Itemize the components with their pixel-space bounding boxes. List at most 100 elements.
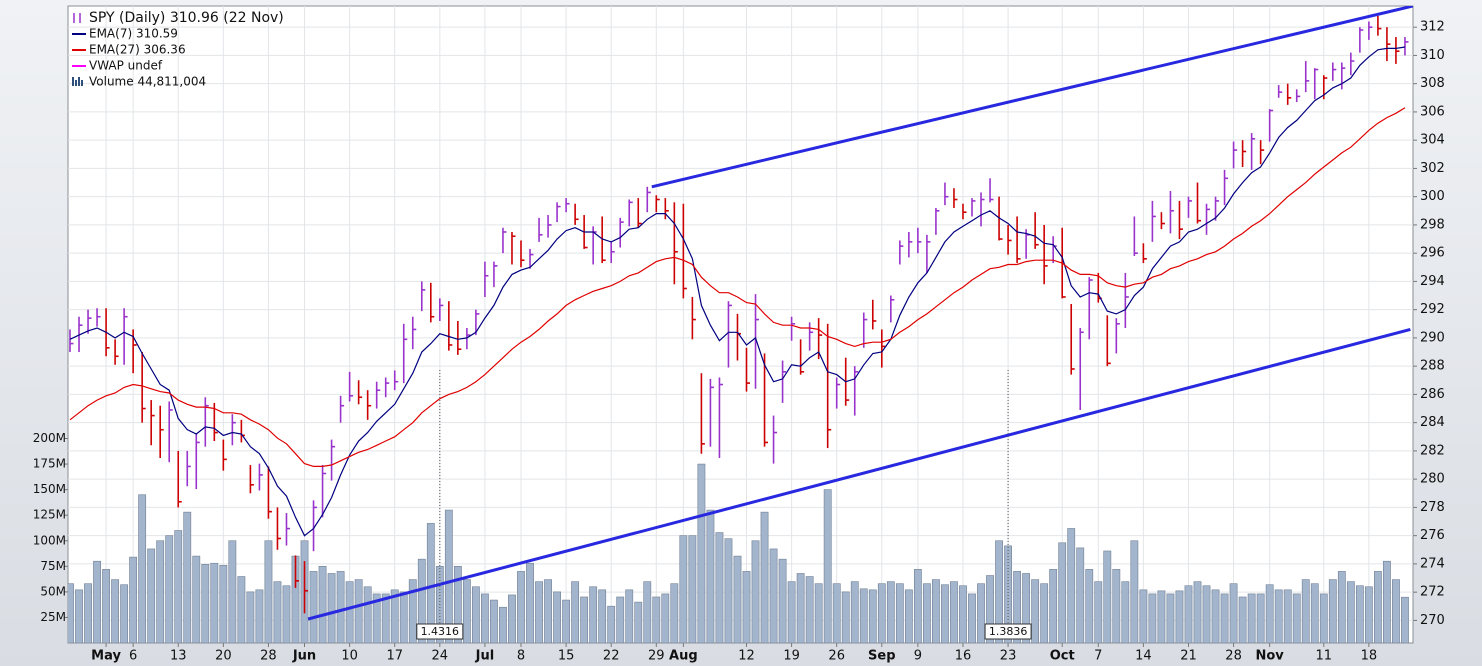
volume-bar [787,581,796,643]
legend-label: SPY (Daily) 310.96 (22 Nov) [89,10,284,26]
volume-bar [1175,590,1184,643]
volume-bar [471,586,480,643]
x-tick-label: 7 [1094,649,1102,664]
overlay-layer: 1.4316 1.3836 [307,6,1413,640]
volume-layer [68,463,1409,643]
volume-bar [968,593,976,643]
trend-line [651,6,1413,189]
volume-bar [417,558,426,643]
volume-bar [390,589,399,643]
volume-bar [796,573,805,643]
volume-bar [1031,579,1040,643]
volume-bar [769,548,778,643]
volume-bar [841,591,850,643]
volume-bar [895,583,904,643]
volume-bar [950,581,958,643]
volume-bar [138,494,147,643]
volume-bar [859,588,868,643]
legend-label: Volume 44,811,004 [89,75,206,89]
volume-bar [426,523,435,643]
x-tick-label: 28 [260,649,277,664]
x-tick-label: Nov [1256,649,1285,664]
x-tick-label: 29 [648,649,665,664]
volume-bar [183,511,192,643]
x-tick-label: 18 [1361,649,1378,664]
volume-bar [1166,593,1175,643]
y-tick-label: 274 [1420,556,1445,571]
volume-bar [544,579,552,643]
y2-tick-label: 50M [40,584,66,598]
volume-bar [1247,593,1256,643]
volume-bar [1103,550,1112,643]
volume-bar [625,589,634,643]
volume-bar [102,569,110,643]
x-tick-label: 13 [170,649,187,664]
y-tick-label: 290 [1420,330,1445,345]
volume-bar [1121,581,1130,643]
y-tick-label: 306 [1420,104,1445,119]
volume-bar [995,540,1003,643]
volume-bar [1301,579,1310,643]
volume-bar [120,584,129,643]
legend-label: VWAP undef [89,59,163,73]
volume-bar [886,581,895,643]
volume-bar [688,535,697,643]
volume-bar [733,555,742,643]
volume-bar [1067,528,1076,643]
volume-bar [228,540,237,643]
y2-tick-label: 125M [33,508,66,522]
volume-bar [706,509,715,643]
volume-bar [823,489,832,643]
volume-bar [453,566,462,643]
volume-bar [354,579,363,643]
volume-bar [517,571,525,643]
volume-bar [1040,583,1049,643]
volume-bar [904,589,913,643]
volume-bar [1094,581,1103,643]
y2-tick-label: 75M [40,559,66,573]
marker-label: 1.3836 [989,625,1028,638]
volume-bar [255,589,264,643]
x-tick-label: 20 [215,649,232,664]
volume-bar [210,562,219,643]
volume-bar [399,591,408,643]
y-tick-label: 296 [1420,246,1445,261]
volume-bar [219,564,228,643]
x-tick-label: 22 [603,649,620,664]
volume-bar [1310,583,1319,643]
x-tick-label: 10 [341,649,358,664]
x-tick-label: 28 [1225,649,1242,664]
volume-bar [68,583,74,643]
volume-bar [336,571,345,643]
volume-bar [318,566,327,643]
volume-bar [1013,571,1021,643]
volume-bar [1211,589,1220,643]
x-tick-label: Sep [868,649,896,664]
y-tick-label: 308 [1420,76,1445,91]
volume-bar [1220,593,1229,643]
volume-bar [1355,585,1364,643]
volume-bar [1283,589,1292,643]
x-tick-label: 15 [558,649,575,664]
volume-bar [1022,573,1031,643]
marker-box [984,623,1032,640]
volume-bar [246,591,255,643]
volume-bar [1004,545,1012,643]
x-tick-label: 14 [1135,649,1152,664]
x-tick-label: 16 [955,649,972,664]
volume-bar [1184,585,1193,643]
volume-bar [670,583,679,643]
volume-bar [237,576,246,643]
y-tick-label: 286 [1420,387,1445,402]
legend: SPY (Daily) 310.96 (22 Nov)EMA(7) 310.59… [72,10,284,89]
y-tick-label: 278 [1420,500,1445,515]
volume-bar [499,606,507,643]
volume-bar [481,593,489,643]
y-tick-label: 294 [1420,274,1445,289]
volume-bar [1392,579,1400,643]
volume-bar [1130,540,1139,643]
volume-bar [661,593,670,643]
volume-bar [616,596,625,643]
volume-bar [1265,584,1274,643]
volume-bar [1256,593,1265,643]
